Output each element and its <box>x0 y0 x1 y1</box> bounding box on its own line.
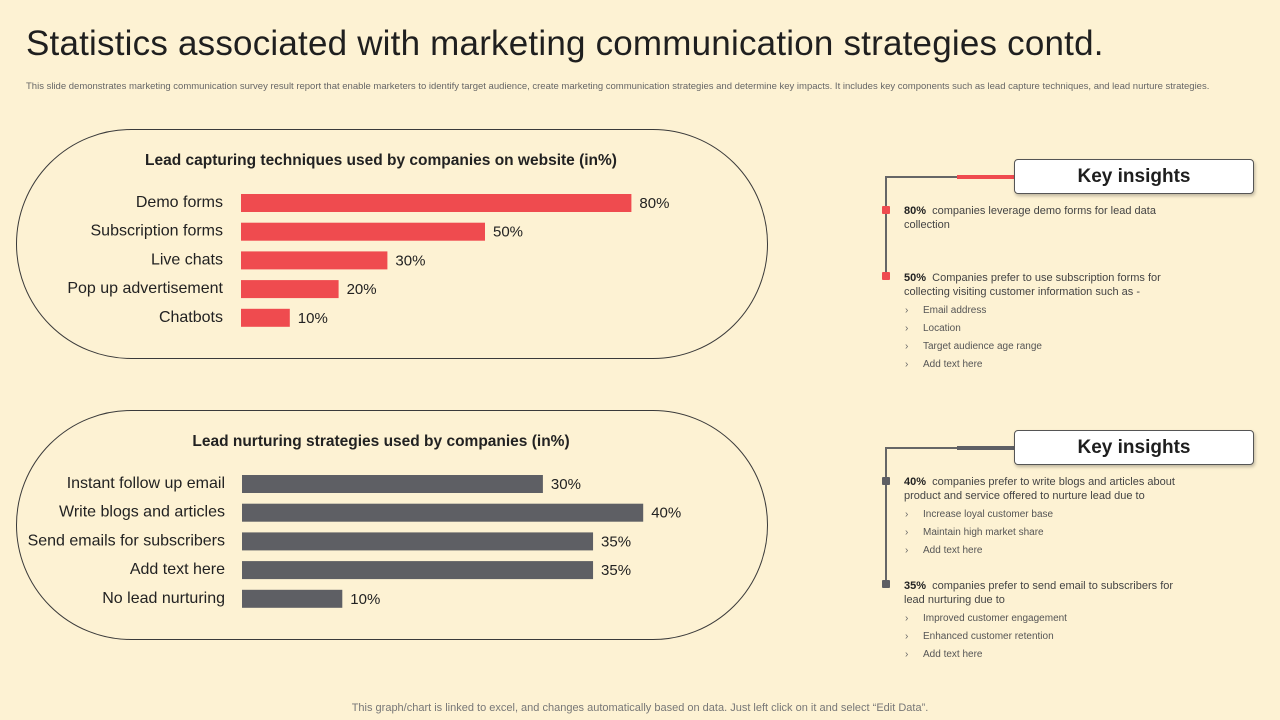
insight-marker <box>882 206 890 214</box>
list-item: › Improved customer engagement <box>905 613 1067 624</box>
bar <box>242 561 594 580</box>
category-label: Send emails for subscribers <box>28 532 225 549</box>
insight-point: 80% companies leverage demo forms for le… <box>904 204 1204 232</box>
category-label: Chatbots <box>159 309 223 326</box>
bar <box>241 251 388 270</box>
lead-nurturing-bar-chart: Instant follow up email 30% Write blogs an… <box>28 475 681 608</box>
data-label: 35% <box>601 562 631 579</box>
accent-bar <box>957 446 1015 450</box>
insight-text: Companies prefer to use subscription for… <box>904 272 1161 298</box>
lead-capturing-chart: Lead capturing techniques used by compan… <box>16 129 768 359</box>
bar <box>241 194 632 212</box>
chevron-right-icon: › <box>905 527 909 538</box>
chevron-right-icon: › <box>905 545 909 556</box>
list-item: › Location <box>905 323 961 334</box>
chart-title: Lead nurturing strategies used by compan… <box>192 433 570 450</box>
accent-bar <box>957 175 1015 179</box>
data-label: 50% <box>493 224 523 241</box>
chart-title: Lead capturing techniques used by compan… <box>145 152 617 169</box>
category-label: Instant follow up email <box>67 475 225 492</box>
chevron-right-icon: › <box>905 359 909 370</box>
timeline-line <box>885 176 887 276</box>
data-label: 10% <box>350 591 380 608</box>
chevron-right-icon: › <box>905 631 909 642</box>
data-label: 40% <box>651 505 681 522</box>
page-title: Statistics associated with marketing com… <box>26 24 1104 63</box>
insight-pct: 80% <box>904 205 927 217</box>
chevron-right-icon: › <box>905 323 909 334</box>
timeline-line <box>885 447 887 585</box>
category-label: Demo forms <box>136 194 223 211</box>
insight-text: companies prefer to send email to subscr… <box>904 580 1174 606</box>
category-label: Pop up advertisement <box>67 280 223 297</box>
bar <box>241 308 290 327</box>
list-item: › Add text here <box>905 359 983 370</box>
insight-pct: 35% <box>904 580 927 592</box>
category-label: No lead nurturing <box>102 590 225 607</box>
list-item: › Increase loyal customer base <box>905 509 1054 520</box>
key-insights-heading: Key insights <box>1014 430 1254 465</box>
category-label: Add text here <box>130 561 225 578</box>
insight-text: companies leverage demo forms for lead d… <box>904 205 1156 231</box>
list-item: › Maintain high market share <box>905 527 1044 538</box>
data-label: 30% <box>551 476 581 493</box>
chevron-right-icon: › <box>905 341 909 352</box>
insight-text: companies prefer to write blogs and arti… <box>904 476 1175 502</box>
bar <box>241 222 485 241</box>
category-label: Live chats <box>151 251 223 268</box>
data-label: 80% <box>639 195 669 212</box>
footer-note: This graph/chart is linked to excel, and… <box>351 702 929 714</box>
bar <box>242 503 644 522</box>
insight-pct: 40% <box>904 476 927 488</box>
data-label: 20% <box>347 281 377 298</box>
list-item: › Email address <box>905 305 987 316</box>
category-label: Write blogs and articles <box>59 504 225 521</box>
insight-marker <box>882 272 890 280</box>
bar <box>242 589 343 608</box>
list-item: › Add text here <box>905 649 983 660</box>
connector-line <box>885 447 957 449</box>
chevron-right-icon: › <box>905 509 909 520</box>
bar <box>241 280 339 299</box>
insight-point: 35% companies prefer to send email to su… <box>904 579 1194 607</box>
key-insights-heading: Key insights <box>1014 159 1254 194</box>
list-item: › Target audience age range <box>905 341 1042 352</box>
chevron-right-icon: › <box>905 305 909 316</box>
category-label: Subscription forms <box>91 223 224 240</box>
insight-pct: 50% <box>904 272 927 284</box>
insight-point: 40% companies prefer to write blogs and … <box>904 475 1204 503</box>
connector-line <box>885 176 957 178</box>
list-item: › Add text here <box>905 545 983 556</box>
insight-point: 50% Companies prefer to use subscription… <box>904 271 1194 299</box>
bar <box>242 532 594 551</box>
lead-nurturing-chart: Lead nurturing strategies used by compan… <box>16 410 768 640</box>
data-label: 10% <box>298 310 328 327</box>
page-subtitle: This slide demonstrates marketing commun… <box>26 81 1210 92</box>
insight-marker <box>882 477 890 485</box>
chevron-right-icon: › <box>905 613 909 624</box>
data-label: 30% <box>395 252 425 269</box>
bar <box>242 475 543 493</box>
lead-capturing-bar-chart: Demo forms 80% Subscription forms 50% Live c… <box>67 194 669 327</box>
list-item: › Enhanced customer retention <box>905 631 1054 642</box>
chevron-right-icon: › <box>905 649 909 660</box>
insight-marker <box>882 580 890 588</box>
data-label: 35% <box>601 533 631 550</box>
